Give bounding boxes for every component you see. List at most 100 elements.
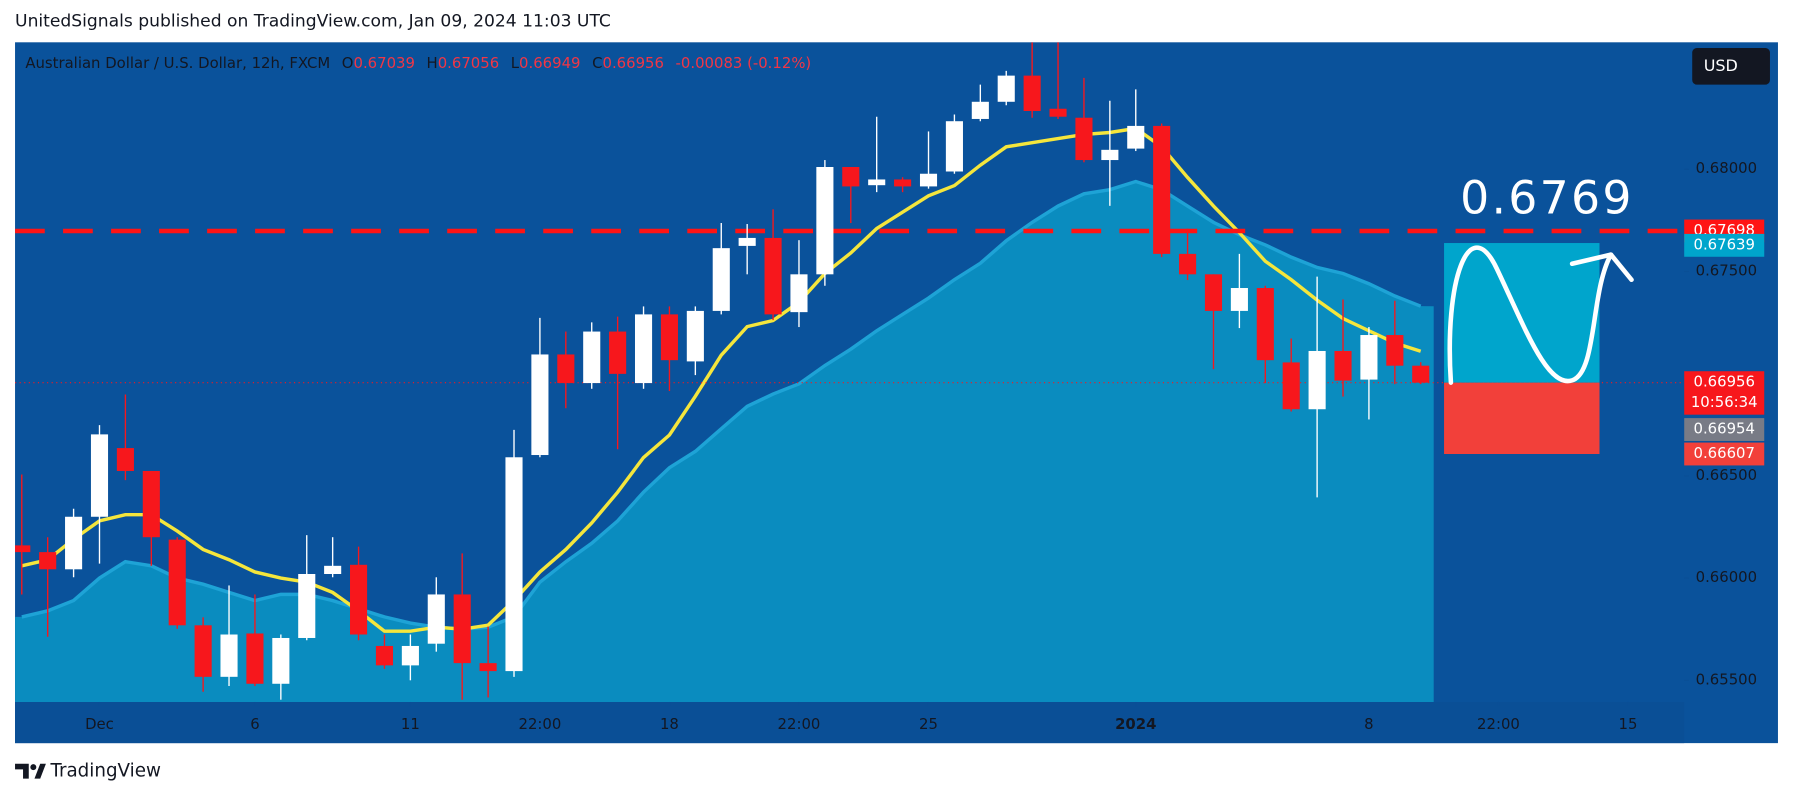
candle-body bbox=[738, 237, 756, 246]
candle-body bbox=[194, 625, 212, 677]
candle-body bbox=[1127, 125, 1145, 149]
candle-body bbox=[945, 121, 963, 172]
x-tick-label: 2024 bbox=[1115, 715, 1156, 733]
axes: 0.65500 0.66000 0.66500 0.67500 0.68000 Dec 6 1… bbox=[85, 159, 1765, 733]
candle-body bbox=[971, 101, 989, 119]
x-tick-label: 15 bbox=[1619, 715, 1638, 733]
brand: TradingView bbox=[49, 761, 161, 782]
projection-bottom-label-box bbox=[1684, 442, 1765, 466]
candle-body bbox=[1230, 288, 1248, 311]
projection-top-label-box bbox=[1684, 233, 1765, 257]
x-tick-label: 25 bbox=[919, 715, 938, 733]
x-tick-label: 8 bbox=[1364, 715, 1373, 733]
candle-body bbox=[65, 516, 83, 570]
projection-top-label: 0.67639 bbox=[1693, 235, 1754, 253]
symbol-title: Australian Dollar / U.S. Dollar, 12h, FX… bbox=[25, 54, 330, 72]
candle-body bbox=[1334, 350, 1352, 381]
x-tick-label: 18 bbox=[660, 715, 679, 733]
candle-body bbox=[401, 645, 419, 666]
candle-body bbox=[919, 173, 938, 187]
x-tick-label: 11 bbox=[401, 715, 420, 733]
bid-label: 0.66954 bbox=[1693, 420, 1754, 438]
annotation: 0.6769 bbox=[1460, 172, 1634, 225]
candle-body bbox=[894, 179, 912, 187]
publisher: UnitedSignals published on TradingView.c… bbox=[15, 12, 611, 32]
candle-body bbox=[1153, 125, 1171, 254]
candle-body bbox=[1049, 108, 1067, 117]
candle-body bbox=[479, 663, 497, 672]
candle-body bbox=[1282, 362, 1300, 410]
candle-body bbox=[1386, 335, 1404, 366]
candle-body bbox=[790, 274, 808, 313]
legend-line: Australian Dollar / U.S. Dollar, 12h, FX… bbox=[25, 54, 811, 72]
x-tick-label: Dec bbox=[85, 715, 114, 733]
last-price-label-box bbox=[1684, 371, 1765, 415]
candle-body bbox=[842, 166, 860, 187]
ohlc-key: C bbox=[592, 54, 602, 72]
candle-body bbox=[868, 179, 886, 186]
projection-bottom-label: 0.66607 bbox=[1693, 444, 1754, 462]
y-tick-label: 0.66500 bbox=[1696, 466, 1757, 484]
candle-body bbox=[816, 166, 834, 275]
candle-body bbox=[1308, 350, 1326, 410]
ohlc-value: 0.66956 bbox=[603, 54, 664, 72]
candle-body bbox=[1075, 117, 1093, 161]
candle-body bbox=[324, 565, 342, 574]
ohlc-key: L bbox=[511, 54, 520, 72]
candle-body bbox=[1412, 365, 1430, 383]
y-tick-label: 0.65500 bbox=[1696, 670, 1757, 688]
candle-body bbox=[557, 354, 575, 384]
candle-body bbox=[1256, 288, 1274, 361]
x-tick-label: 6 bbox=[250, 715, 259, 733]
candle-body bbox=[531, 354, 549, 456]
x-tick-label: 22:00 bbox=[1477, 715, 1520, 733]
candle-body bbox=[609, 331, 627, 374]
candle-body bbox=[997, 75, 1015, 102]
candle-body bbox=[298, 573, 316, 638]
ohlc-value: 0.66949 bbox=[519, 54, 580, 72]
plot-area bbox=[15, 42, 1685, 702]
candle-body bbox=[39, 552, 57, 570]
x-tick-label: 22:00 bbox=[778, 715, 821, 733]
projection-up bbox=[1444, 243, 1600, 383]
forecast-arrow bbox=[1447, 245, 1614, 385]
candle-body bbox=[142, 470, 160, 538]
ma-line bbox=[21, 126, 1422, 633]
candle-body bbox=[427, 594, 445, 644]
x-tick-label: 22:00 bbox=[518, 715, 561, 733]
x-axis-strip bbox=[15, 701, 1685, 744]
change: -0.00083 (-0.12%) bbox=[676, 54, 812, 72]
last-price-label: 0.66956 bbox=[1693, 373, 1754, 391]
y-tick-label: 0.67500 bbox=[1696, 261, 1757, 279]
candle-body bbox=[583, 331, 601, 384]
y-tick-label: 0.66000 bbox=[1696, 568, 1757, 586]
candle-body bbox=[1204, 274, 1223, 311]
candle-body bbox=[1023, 75, 1041, 111]
candle-body bbox=[1101, 149, 1119, 161]
ohlc-value: 0.67039 bbox=[354, 54, 415, 72]
ohlc-value: 0.67056 bbox=[438, 54, 499, 72]
candle-body bbox=[634, 314, 653, 384]
candle-body bbox=[168, 539, 186, 626]
currency-label: USD bbox=[1704, 56, 1738, 75]
candle-body bbox=[686, 310, 704, 362]
candle-body bbox=[272, 637, 290, 684]
countdown: 10:56:34 bbox=[1691, 393, 1758, 411]
candle-body bbox=[15, 545, 31, 553]
candle-body bbox=[90, 434, 109, 517]
candle-body bbox=[220, 634, 238, 677]
candle-body bbox=[350, 564, 368, 635]
ma-area bbox=[15, 181, 1434, 702]
candle-body bbox=[1179, 253, 1197, 275]
candle-body bbox=[1360, 335, 1378, 380]
candle-body bbox=[453, 594, 471, 664]
forecast-arrowhead bbox=[1569, 252, 1634, 283]
ohlc-key: H bbox=[427, 54, 438, 72]
candle-body bbox=[116, 448, 134, 471]
y-tick-label: 0.68000 bbox=[1696, 159, 1757, 177]
projection-down bbox=[1444, 382, 1600, 455]
candle-body bbox=[246, 633, 264, 684]
currency-button[interactable] bbox=[1692, 48, 1770, 85]
